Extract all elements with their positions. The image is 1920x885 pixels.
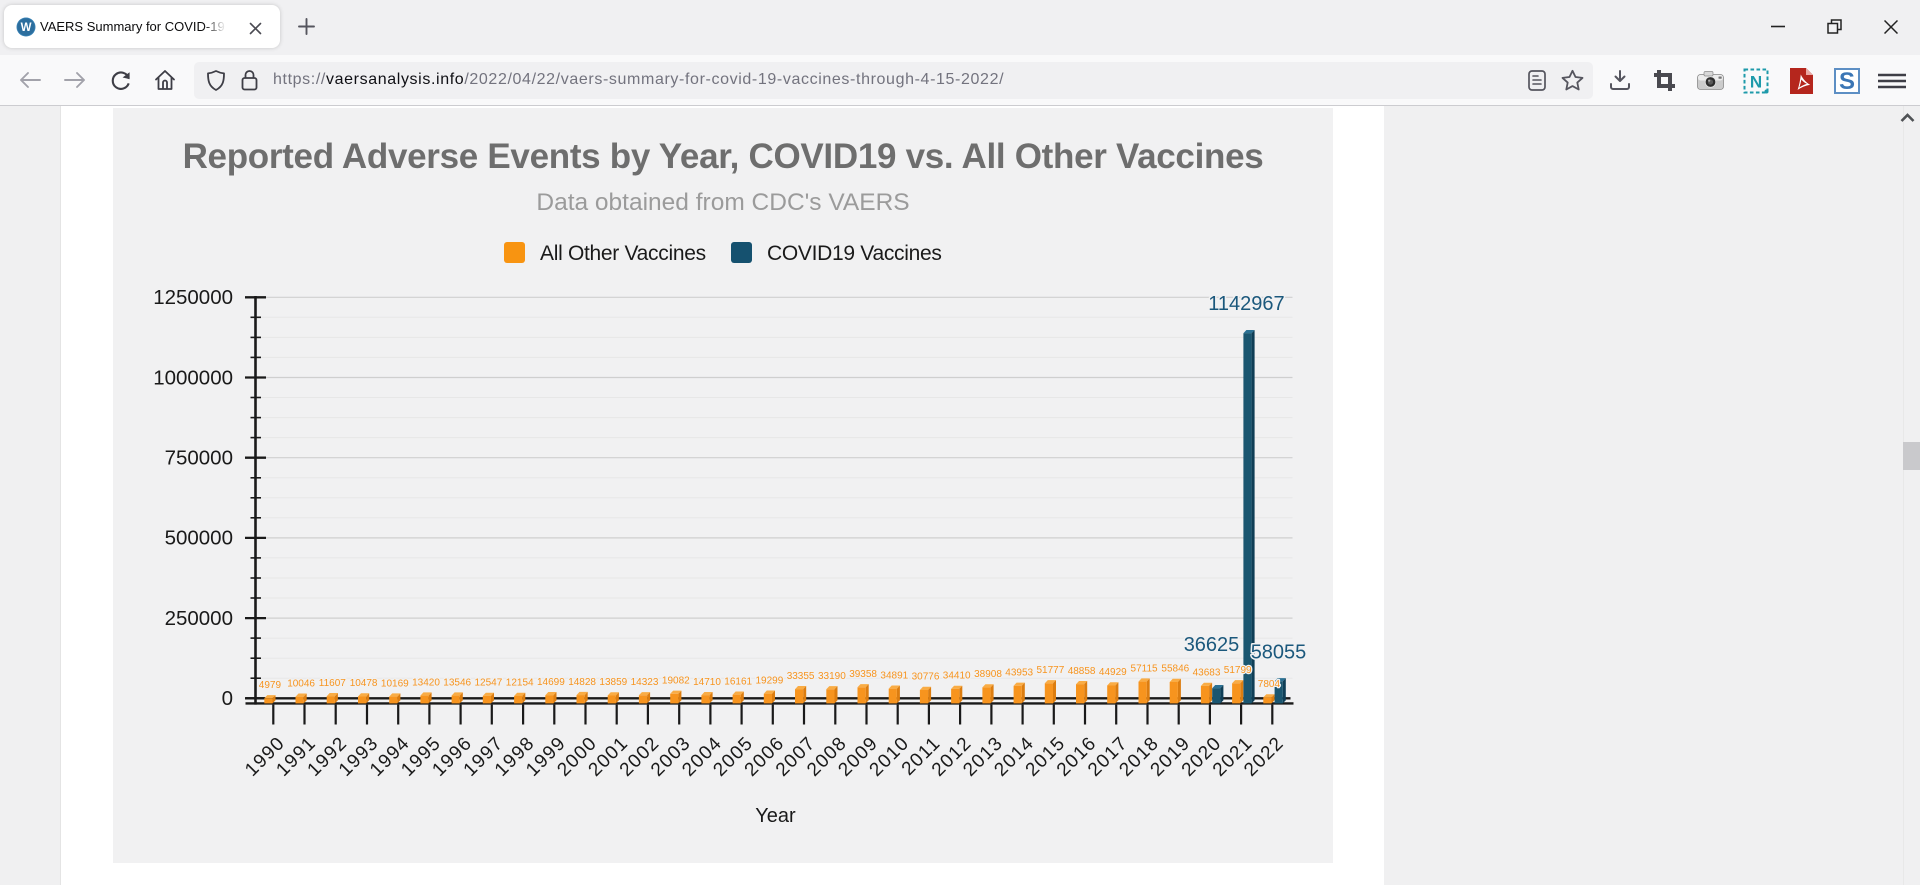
svg-text:48858: 48858 [1068,666,1096,677]
svg-text:51777: 51777 [1036,665,1064,676]
svg-text:4979: 4979 [259,680,282,691]
svg-text:750000: 750000 [165,447,233,470]
svg-text:14710: 14710 [693,677,721,688]
svg-text:55846: 55846 [1161,664,1189,675]
svg-text:13859: 13859 [599,677,627,688]
svg-text:W: W [21,22,32,34]
svg-text:10169: 10169 [381,678,409,689]
svg-text:14699: 14699 [537,677,565,688]
svg-text:0: 0 [222,687,233,710]
svg-text:58055: 58055 [1251,642,1307,664]
svg-text:S: S [1839,68,1855,94]
svg-text:33355: 33355 [787,671,815,682]
svg-text:44929: 44929 [1099,667,1127,678]
svg-text:N: N [1750,73,1762,92]
svg-text:13546: 13546 [443,677,471,688]
svg-text:57115: 57115 [1131,663,1159,674]
svg-text:51799: 51799 [1224,665,1252,676]
svg-text:14828: 14828 [568,677,596,688]
svg-text:12154: 12154 [506,678,534,689]
svg-text:34891: 34891 [880,670,908,681]
svg-text:11607: 11607 [319,678,347,689]
svg-text:39358: 39358 [849,669,877,680]
svg-text:19299: 19299 [755,675,783,686]
svg-text:1142967: 1142967 [1208,293,1284,315]
svg-text:7804: 7804 [1258,679,1281,690]
svg-text:12547: 12547 [474,678,502,689]
svg-text:19082: 19082 [662,676,690,687]
svg-text:1250000: 1250000 [153,286,233,309]
svg-text:10478: 10478 [350,678,378,689]
svg-text:38908: 38908 [974,669,1002,680]
svg-text:10046: 10046 [287,678,315,689]
svg-text:13420: 13420 [412,677,440,688]
svg-text:250000: 250000 [165,607,233,630]
svg-text:30776: 30776 [912,672,940,683]
svg-text:36625: 36625 [1184,634,1240,656]
svg-text:Year: Year [755,805,796,827]
svg-text:14323: 14323 [631,677,659,688]
svg-text:43683: 43683 [1193,668,1221,679]
svg-text:500000: 500000 [165,527,233,550]
svg-text:34410: 34410 [943,671,971,682]
svg-text:43953: 43953 [1005,668,1033,679]
svg-text:1000000: 1000000 [153,366,233,389]
svg-text:16161: 16161 [724,676,752,687]
svg-text:33190: 33190 [818,671,846,682]
